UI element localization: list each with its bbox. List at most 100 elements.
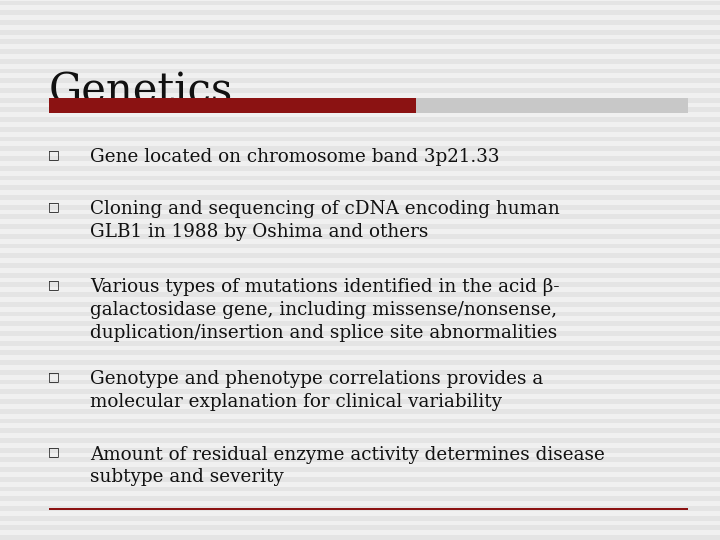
Bar [0,453,720,457]
Bar [0,414,720,418]
Bar [0,404,720,409]
Bar [0,137,720,141]
Bar [0,278,720,282]
Bar [0,200,720,205]
Bar [0,487,720,491]
Bar [416,98,688,113]
Bar [49,98,416,113]
Bar [0,1,720,5]
Bar [0,506,720,511]
Bar [0,244,720,248]
Bar [0,307,720,312]
Bar [0,195,720,200]
Bar [0,331,720,336]
Bar [0,346,720,350]
Text: Amount of residual enzyme activity determines disease
subtype and severity: Amount of residual enzyme activity deter… [90,446,605,487]
Bar [0,365,720,370]
Bar [0,273,720,278]
Bar [0,73,720,78]
Bar [0,78,720,83]
Bar [0,535,720,540]
Text: Various types of mutations identified in the acid β-
galactosidase gene, includi: Various types of mutations identified in… [90,278,559,342]
Bar [0,423,720,428]
Bar [0,10,720,15]
Bar [0,477,720,482]
Bar [0,321,720,326]
Bar [0,287,720,292]
Bar [0,205,720,210]
Text: □: □ [48,446,60,458]
Text: □: □ [48,148,60,161]
Bar [0,443,720,448]
Bar [0,176,720,180]
Bar [0,482,720,487]
Bar [0,326,720,331]
Bar [0,511,720,516]
Bar [0,88,720,93]
Bar [0,239,720,244]
Bar [0,336,720,341]
Bar [0,530,720,535]
Bar [0,525,720,530]
Bar [0,248,720,253]
Bar [0,219,720,224]
Bar [0,292,720,297]
Bar [0,98,720,103]
Bar [0,282,720,287]
Bar [0,399,720,404]
Bar [0,141,720,146]
Bar [0,418,720,423]
Bar [0,127,720,132]
Bar [0,370,720,375]
Bar [0,214,720,219]
Bar [0,103,720,107]
Text: □: □ [48,200,60,213]
Bar [0,462,720,467]
Bar [0,409,720,414]
Bar [0,156,720,161]
Text: Cloning and sequencing of cDNA encoding human
GLB1 in 1988 by Oshima and others: Cloning and sequencing of cDNA encoding … [90,200,559,241]
Bar [0,263,720,268]
Bar [0,394,720,399]
Bar [0,297,720,302]
Text: Genotype and phenotype correlations provides a
molecular explanation for clinica: Genotype and phenotype correlations prov… [90,370,544,411]
Bar [0,49,720,54]
Bar [49,508,688,510]
Bar [0,384,720,389]
Bar [0,467,720,472]
Text: Gene located on chromosome band 3p21.33: Gene located on chromosome band 3p21.33 [90,148,500,166]
Bar [0,25,720,30]
Bar [0,501,720,506]
Bar [0,171,720,176]
Bar [0,448,720,453]
Text: □: □ [48,370,60,383]
Bar [0,180,720,185]
Bar [0,472,720,477]
Bar [0,516,720,521]
Bar [0,428,720,433]
Bar [0,83,720,88]
Bar [0,30,720,35]
Bar [0,122,720,127]
Bar [0,224,720,229]
Bar [0,69,720,73]
Bar [0,457,720,462]
Bar [0,146,720,151]
Bar [0,15,720,20]
Bar [0,5,720,10]
Bar [0,112,720,117]
Bar [0,258,720,263]
Bar [0,491,720,496]
Bar [0,375,720,380]
Text: Genetics: Genetics [49,70,233,112]
Bar [0,253,720,258]
Bar [0,161,720,166]
Bar [0,44,720,49]
Bar [0,190,720,195]
Bar [0,350,720,355]
Bar [0,107,720,112]
Bar [0,521,720,525]
Bar [0,380,720,384]
Bar [0,389,720,394]
Bar [0,316,720,321]
